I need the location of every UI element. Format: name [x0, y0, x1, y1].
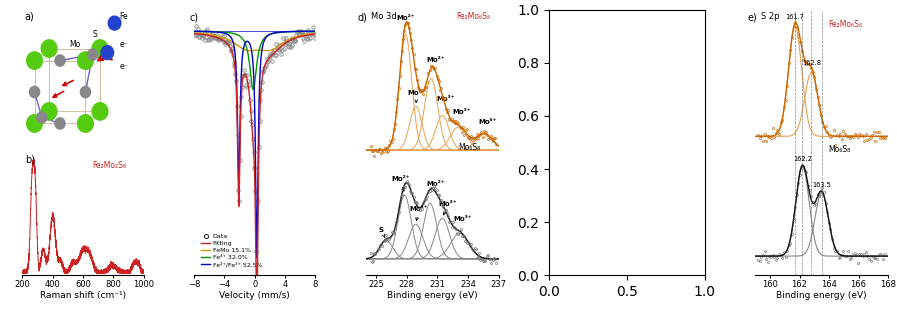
Circle shape	[88, 49, 98, 60]
Text: Mo³⁺: Mo³⁺	[439, 201, 457, 215]
Text: Mo³⁺: Mo³⁺	[407, 90, 426, 102]
Text: Fe₂Mo₆S₈: Fe₂Mo₆S₈	[828, 20, 862, 29]
Text: d): d)	[358, 12, 368, 22]
Legend: Data, Fitting, FeMo 15.1%, Fe⁴⁺ 32.0%, Fe²⁺/Fe³⁺ 52.5%: Data, Fitting, FeMo 15.1%, Fe⁴⁺ 32.0%, F…	[198, 231, 265, 270]
Text: e⁻: e⁻	[120, 62, 128, 71]
Text: Mo⁶⁺: Mo⁶⁺	[478, 119, 496, 125]
Text: a): a)	[25, 11, 35, 21]
Circle shape	[41, 40, 57, 57]
Circle shape	[37, 112, 47, 123]
Text: Fe₂Mo₂S₈: Fe₂Mo₂S₈	[92, 161, 126, 170]
Text: e): e)	[747, 12, 757, 22]
Text: Fe₂Mo₆S₈: Fe₂Mo₆S₈	[456, 12, 490, 21]
Text: Fe: Fe	[119, 12, 128, 21]
Circle shape	[81, 87, 91, 98]
Circle shape	[27, 52, 42, 69]
Text: Mo²⁺: Mo²⁺	[426, 181, 444, 187]
Text: Mo³⁺: Mo³⁺	[454, 216, 472, 222]
Text: Mo³⁺: Mo³⁺	[452, 110, 471, 115]
Text: Mo²⁺: Mo²⁺	[426, 57, 444, 64]
Circle shape	[77, 52, 93, 69]
Text: S: S	[92, 30, 98, 39]
Circle shape	[77, 115, 93, 132]
Circle shape	[55, 55, 65, 66]
Text: Mo: Mo	[69, 40, 80, 49]
Text: 162.2: 162.2	[793, 156, 812, 162]
Text: Mo²⁺: Mo²⁺	[391, 176, 410, 192]
Text: b): b)	[25, 155, 35, 165]
Circle shape	[30, 87, 39, 98]
Text: Mo₆S₈: Mo₆S₈	[828, 145, 850, 154]
Text: Mo₆S₈: Mo₆S₈	[458, 143, 481, 152]
Text: 161.7: 161.7	[786, 14, 805, 20]
Circle shape	[92, 103, 108, 120]
Text: S 2p: S 2p	[761, 12, 779, 21]
Circle shape	[101, 46, 114, 60]
Text: Mo³⁺: Mo³⁺	[410, 206, 428, 221]
X-axis label: Raman shift (cm⁻¹): Raman shift (cm⁻¹)	[40, 291, 126, 300]
X-axis label: Binding energy (eV): Binding energy (eV)	[387, 291, 477, 300]
X-axis label: Velocity (mm/s): Velocity (mm/s)	[220, 291, 290, 300]
Circle shape	[41, 103, 57, 120]
Text: 162.8: 162.8	[802, 60, 821, 66]
Text: 163.5: 163.5	[812, 182, 832, 188]
Text: c): c)	[189, 12, 198, 22]
Text: Mo²⁺: Mo²⁺	[396, 15, 414, 21]
Circle shape	[27, 115, 42, 132]
Text: Mo 3d: Mo 3d	[371, 12, 396, 21]
Text: S: S	[379, 226, 385, 238]
Circle shape	[55, 118, 65, 129]
Circle shape	[109, 16, 121, 30]
X-axis label: Binding energy (eV): Binding energy (eV)	[776, 291, 867, 300]
Text: Mo³⁺: Mo³⁺	[436, 96, 455, 102]
Text: e⁻: e⁻	[120, 40, 128, 49]
Circle shape	[92, 40, 108, 57]
